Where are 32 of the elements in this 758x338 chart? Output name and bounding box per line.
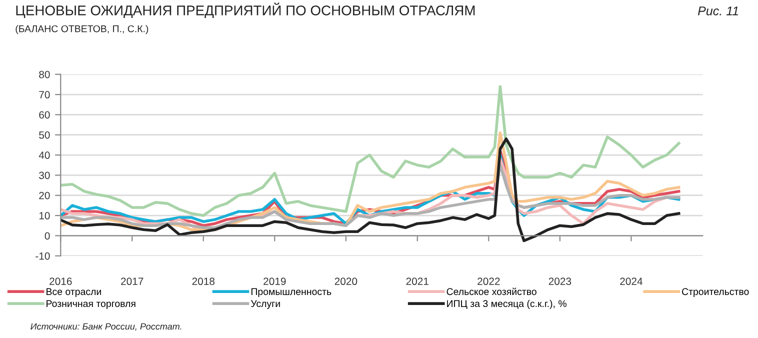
x-tick-label: 2022 [478, 278, 500, 286]
x-tick-label: 2016 [50, 278, 72, 286]
y-tick-label: 70 [39, 91, 50, 98]
x-tick-label: 2017 [121, 278, 144, 286]
chart-subtitle: (БАЛАНС ОТВЕТОВ, П., С.К.) [16, 25, 148, 34]
y-tick-label: 20 [39, 192, 50, 200]
legend-label: ИПЦ за 3 месяца (с.к.г.), % [447, 300, 566, 309]
y-tick-label: 30 [39, 172, 50, 180]
x-tick-label: 2020 [334, 278, 358, 286]
legend-label: Услуги [250, 300, 280, 309]
y-tick-label: 0 [44, 232, 50, 240]
x-tick-label: 2021 [406, 278, 428, 286]
legend-label: Строительство [682, 288, 749, 297]
y-tick-label: -10 [36, 252, 50, 260]
x-tick-label: 2018 [192, 278, 215, 286]
x-tick-label: 2024 [620, 278, 642, 286]
y-tick-label: 40 [38, 152, 50, 159]
line-series [60, 138, 680, 242]
y-tick-label: 80 [39, 70, 50, 78]
x-tick-label: 2019 [264, 278, 286, 286]
text: Источники: Банк России, Росстат. [30, 323, 182, 331]
y-tick-label: 60 [39, 111, 50, 119]
text: Рис. 11 [698, 6, 738, 16]
legend-label: Сельское хозяйство [446, 288, 536, 296]
legend-label: Розничная торговля [46, 300, 136, 309]
x-tick-label: 2023 [548, 278, 572, 286]
chart-title: ЦЕНОВЫЕ ОЖИДАНИЯ ПРЕДПРИЯТИЙ ПО ОСНОВНЫМ ОТРАСЛЯМ [16, 2, 475, 18]
y-tick-label: 50 [39, 131, 50, 139]
legend-label: Все отрасли [46, 288, 101, 297]
y-tick-label: 10 [39, 212, 50, 220]
legend-label: Промышленность [251, 288, 332, 297]
line-series [60, 85, 680, 217]
